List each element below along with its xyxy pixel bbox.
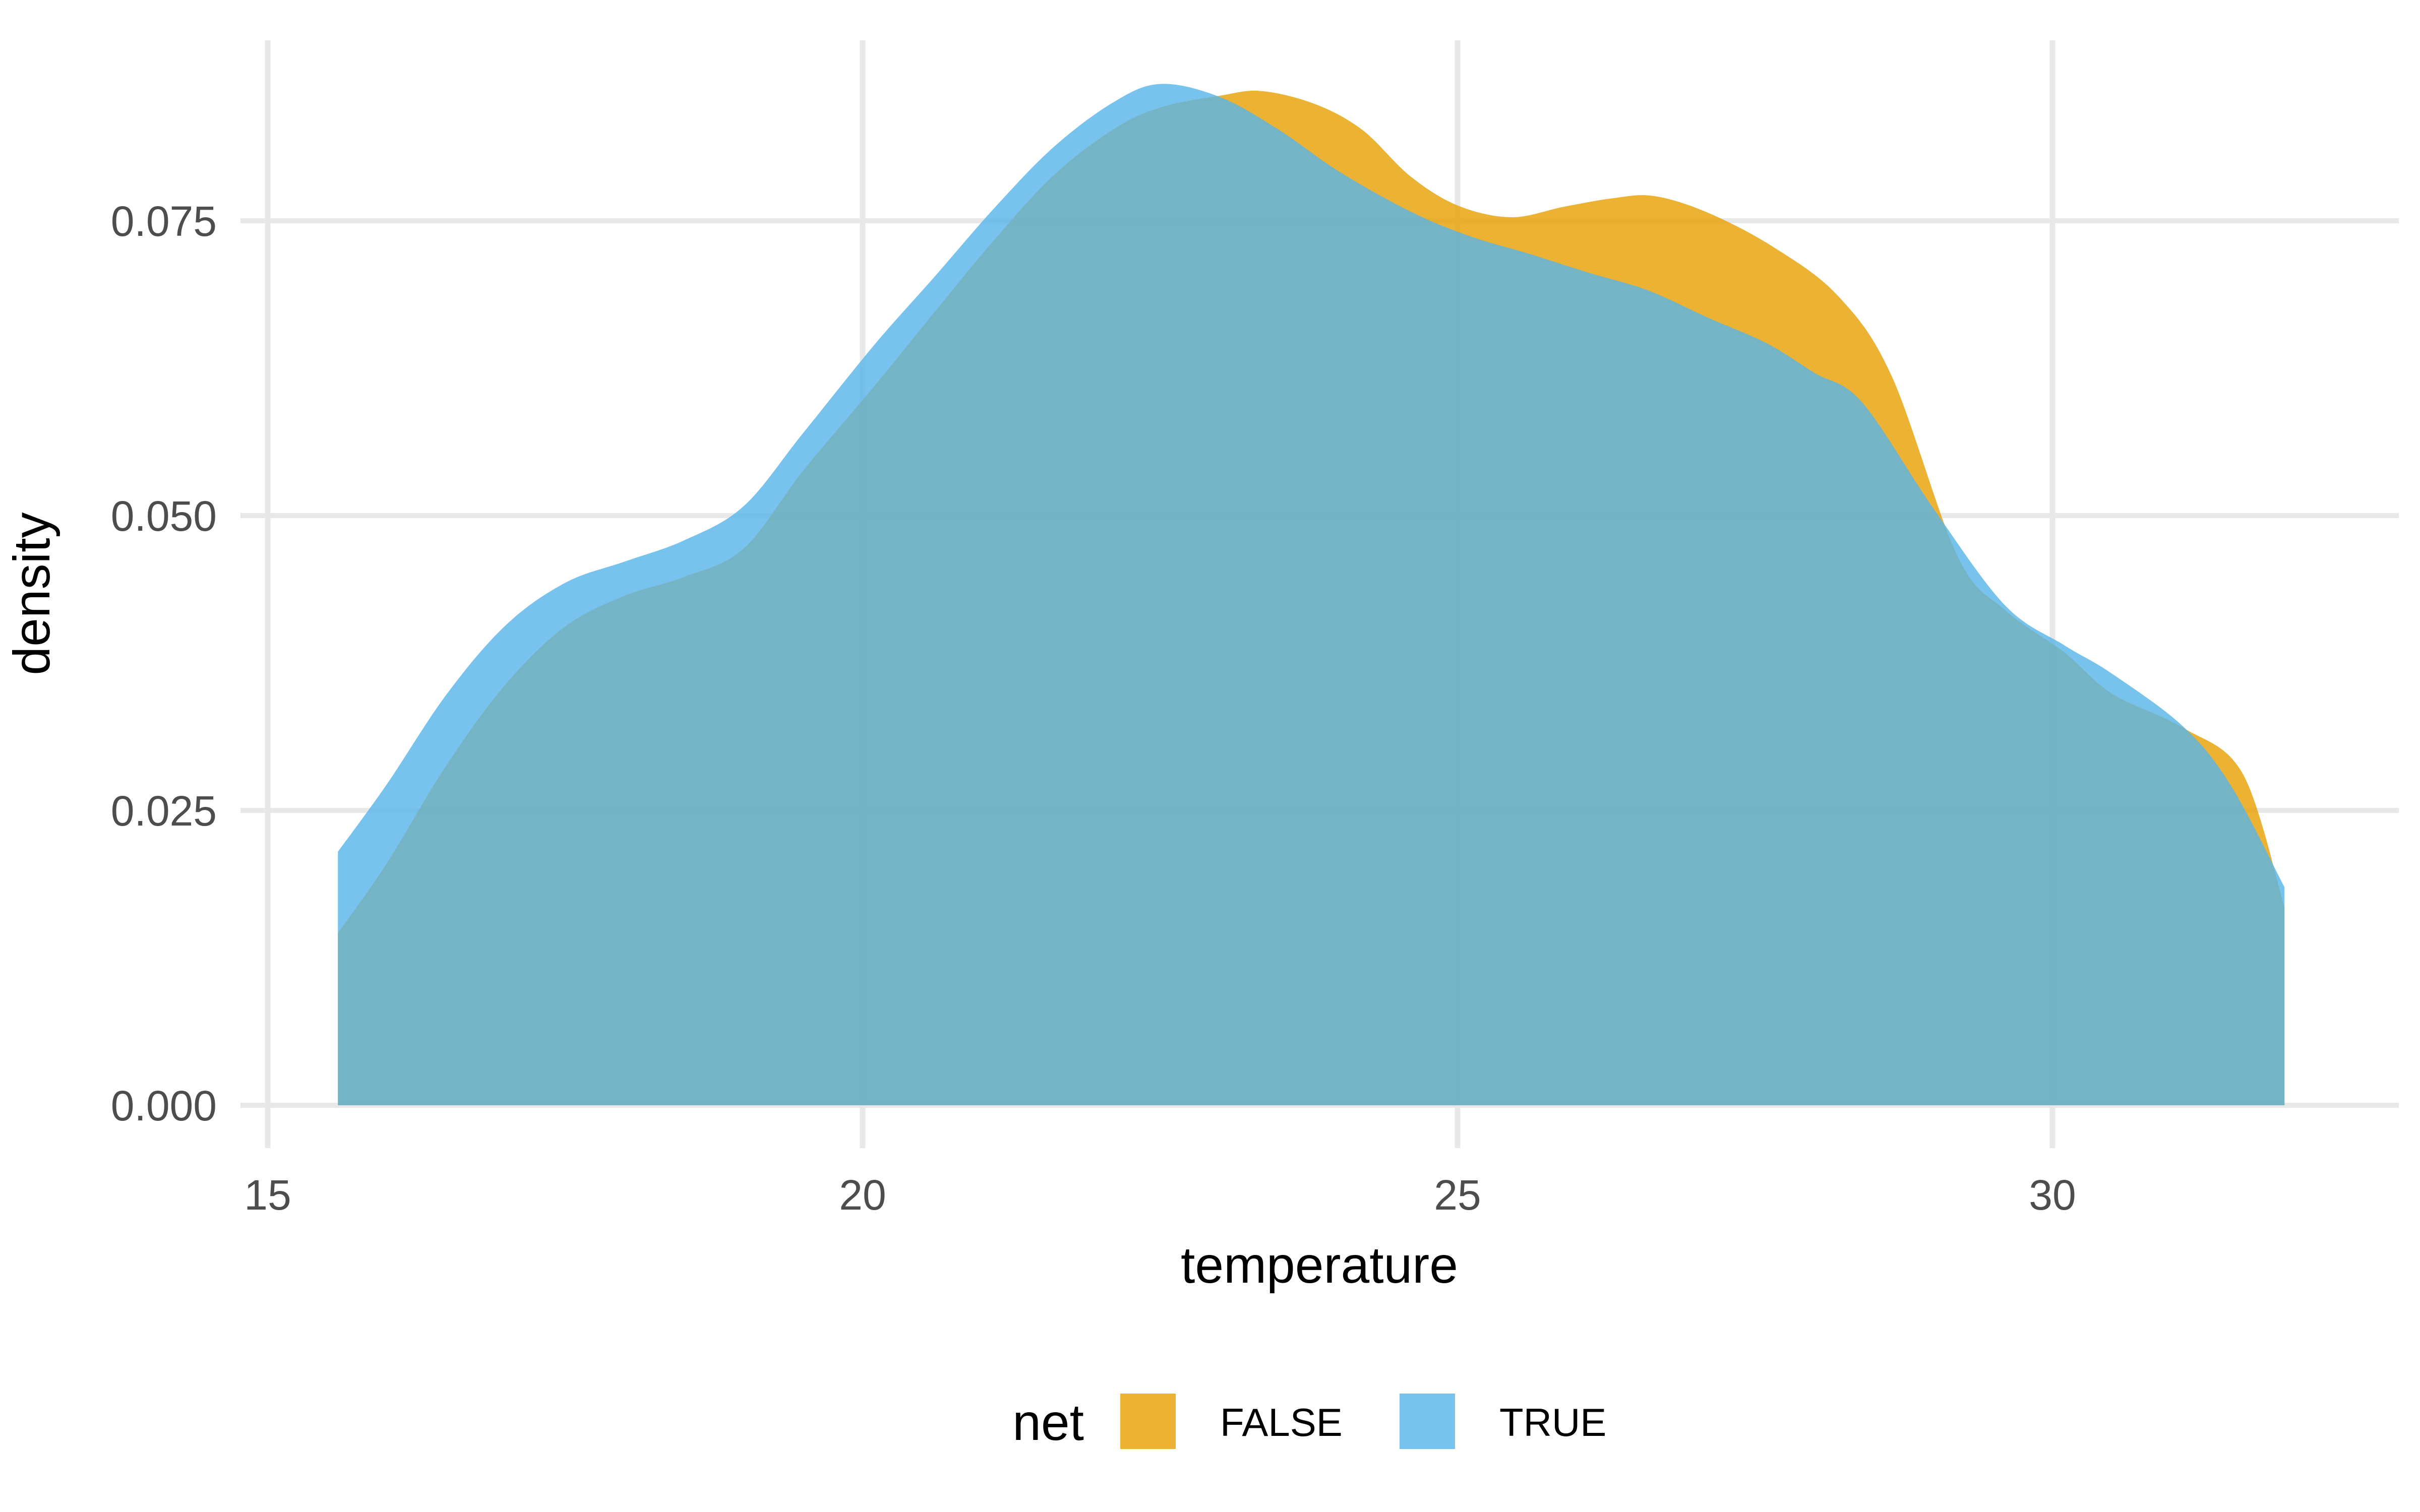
legend-title: net (1012, 1394, 1084, 1451)
x-tick-label: 25 (1434, 1171, 1481, 1219)
x-tick-label: 15 (244, 1171, 291, 1219)
axis-tick-labels: 0.000 0.025 0.050 0.075 15 20 25 30 (111, 198, 2076, 1219)
legend: net FALSE TRUE (1012, 1394, 1606, 1451)
y-tick-label: 0.025 (111, 787, 217, 835)
y-tick-label: 0.050 (111, 492, 217, 540)
y-tick-label: 0.075 (111, 198, 217, 245)
legend-label-false: FALSE (1220, 1400, 1343, 1444)
density-areas (338, 84, 2285, 1106)
x-axis-title: temperature (1181, 1236, 1458, 1294)
legend-key-false (1120, 1394, 1176, 1449)
x-tick-label: 20 (839, 1171, 886, 1219)
legend-key-true (1400, 1394, 1455, 1449)
legend-label-true: TRUE (1499, 1400, 1606, 1444)
x-tick-label: 30 (2029, 1171, 2076, 1219)
y-axis-title: density (3, 512, 60, 675)
density-area-true (338, 84, 2285, 1106)
y-tick-label: 0.000 (111, 1082, 217, 1129)
